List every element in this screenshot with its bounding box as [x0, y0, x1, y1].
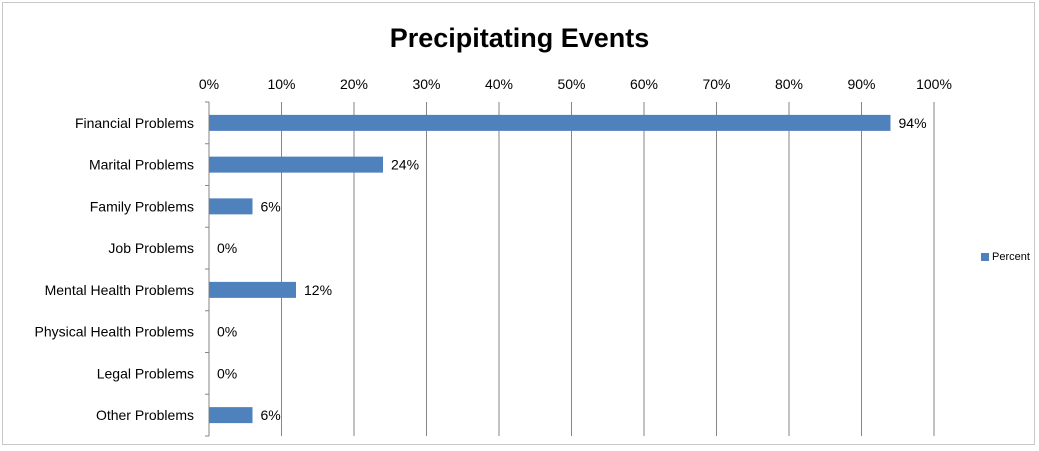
- category-label: Other Problems: [96, 407, 194, 423]
- x-tick-label: 50%: [557, 76, 585, 92]
- x-tick-label: 100%: [916, 76, 952, 92]
- category-label: Marital Problems: [89, 157, 194, 173]
- x-tick-label: 0%: [199, 76, 219, 92]
- x-tick-label: 70%: [702, 76, 730, 92]
- data-label: 6%: [261, 407, 281, 423]
- bar: [209, 114, 891, 131]
- legend-swatch-percent: [981, 253, 989, 261]
- category-label: Financial Problems: [75, 115, 194, 131]
- bar: [209, 198, 253, 215]
- category-label: Family Problems: [90, 198, 194, 214]
- x-tick-label: 30%: [412, 76, 440, 92]
- category-label: Legal Problems: [97, 365, 194, 381]
- x-tick-label: 40%: [485, 76, 513, 92]
- legend-label-percent: Percent: [992, 251, 1030, 263]
- bar: [209, 407, 253, 424]
- chart-frame: Precipitating Events 0% 10% 20% 30% 40% 50% 60…: [2, 2, 1035, 445]
- x-tick-label: 80%: [775, 76, 803, 92]
- data-label: 6%: [261, 198, 281, 214]
- x-tick-label: 10%: [267, 76, 295, 92]
- x-tick-label: 60%: [630, 76, 658, 92]
- data-label: 12%: [304, 282, 332, 298]
- x-tick-label: 20%: [340, 76, 368, 92]
- chart-plot-area: 0% 10% 20% 30% 40% 50% 60% 70% 80% 90% 100% Financi…: [34, 76, 952, 437]
- data-label: 94%: [899, 115, 927, 131]
- chart-title: Precipitating Events: [389, 23, 650, 53]
- category-label: Job Problems: [108, 240, 194, 256]
- data-label: 0%: [217, 324, 237, 340]
- x-tick-label: 90%: [847, 76, 875, 92]
- chart-legend: Percent: [981, 251, 1030, 263]
- data-label: 0%: [217, 240, 237, 256]
- bar: [209, 281, 296, 298]
- data-label: 24%: [391, 157, 419, 173]
- data-label: 0%: [217, 365, 237, 381]
- category-label: Mental Health Problems: [45, 282, 194, 298]
- bar: [209, 156, 383, 173]
- category-label: Physical Health Problems: [34, 324, 194, 340]
